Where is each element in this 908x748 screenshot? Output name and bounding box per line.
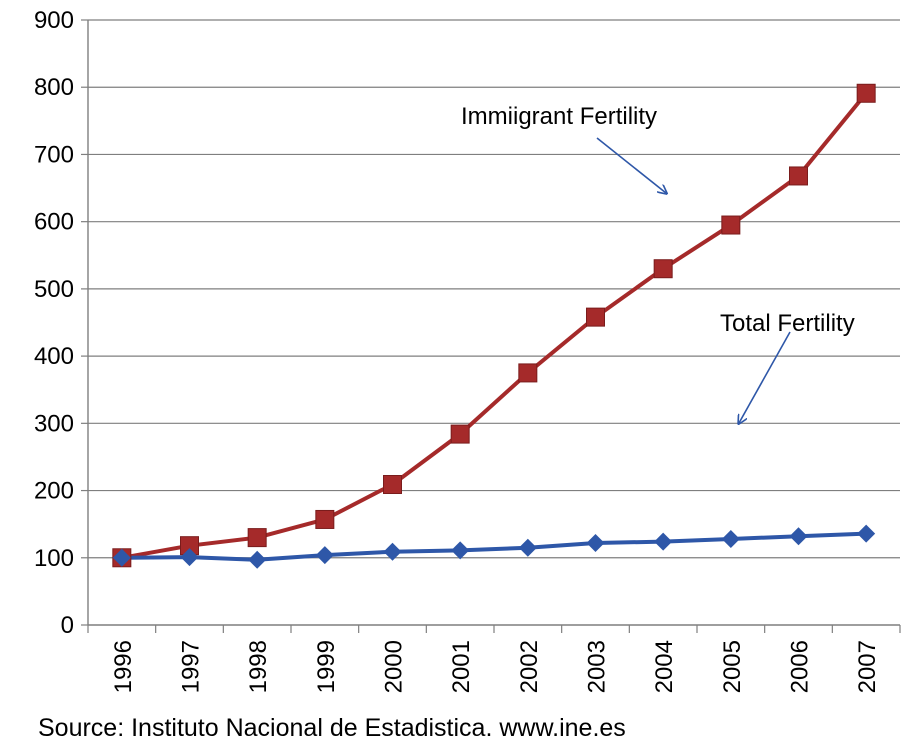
x-tick-label: 2003 [584, 640, 611, 693]
data-point-immigrant [586, 307, 605, 327]
series-group [112, 83, 876, 569]
data-point-total [315, 546, 334, 565]
x-tick-label: 1996 [110, 640, 137, 693]
series-line-total [121, 531, 867, 562]
x-tick-label: 2006 [787, 640, 814, 693]
y-tick-label: 100 [34, 545, 74, 572]
source-note: Source: Instituto Nacional de Estadistic… [38, 714, 626, 742]
data-point-total [654, 532, 673, 551]
y-tick-label: 0 [61, 612, 74, 639]
y-tick-labels: 0 100 200 300 400 500 600 700 800 900 [34, 7, 74, 639]
data-point-total [451, 541, 470, 560]
x-tick-label: 1998 [245, 640, 272, 693]
x-tick-labels: 1996 1997 1998 1999 2000 2001 2002 2003 2004 2005… [110, 640, 881, 693]
y-tick-label: 600 [34, 209, 74, 236]
y-tick-label: 500 [34, 276, 74, 303]
annotation-total-label: Total Fertility [720, 310, 855, 337]
data-point-immigrant [721, 215, 741, 235]
data-point-immigrant [653, 259, 673, 279]
data-point-total [112, 548, 131, 567]
x-tick-label: 2007 [854, 640, 881, 693]
data-point-immigrant [247, 528, 267, 548]
y-tick-label: 700 [34, 141, 74, 168]
annotation-immigrant-arrow [596, 137, 666, 193]
data-point-total [789, 527, 808, 546]
y-tick-label: 900 [34, 7, 74, 34]
data-point-immigrant [450, 424, 470, 444]
data-point-total [180, 548, 199, 567]
series-line-immigrant [121, 92, 868, 560]
data-point-total [586, 533, 605, 552]
data-point-total [721, 529, 740, 548]
annotation-total-arrow [739, 331, 791, 423]
data-point-total [383, 542, 402, 561]
x-tick-label: 2000 [381, 640, 408, 693]
data-point-immigrant [856, 83, 876, 103]
x-tick-label: 1999 [313, 640, 340, 693]
data-point-total [248, 550, 267, 569]
annotation-immigrant: Immiigrant Fertility [461, 103, 666, 193]
axes [81, 19, 901, 633]
y-tick-label: 300 [34, 410, 74, 437]
annotation-total: Total Fertility [720, 310, 855, 423]
gridlines [88, 19, 900, 559]
data-point-immigrant [315, 509, 335, 529]
annotation-immigrant-label: Immiigrant Fertility [461, 103, 657, 130]
data-point-total [857, 524, 876, 543]
data-point-immigrant [383, 475, 402, 495]
data-point-total [518, 538, 537, 557]
x-tick-label: 1997 [178, 640, 205, 693]
x-tick-label: 2005 [719, 640, 746, 693]
y-tick-label: 800 [34, 74, 74, 101]
y-tick-label: 400 [34, 343, 74, 370]
data-point-immigrant [789, 166, 808, 186]
data-point-immigrant [518, 363, 538, 383]
y-tick-label: 200 [34, 478, 74, 505]
x-tick-label: 2004 [651, 640, 678, 693]
x-tick-label: 2002 [516, 640, 543, 693]
x-tick-label: 2001 [448, 640, 475, 693]
